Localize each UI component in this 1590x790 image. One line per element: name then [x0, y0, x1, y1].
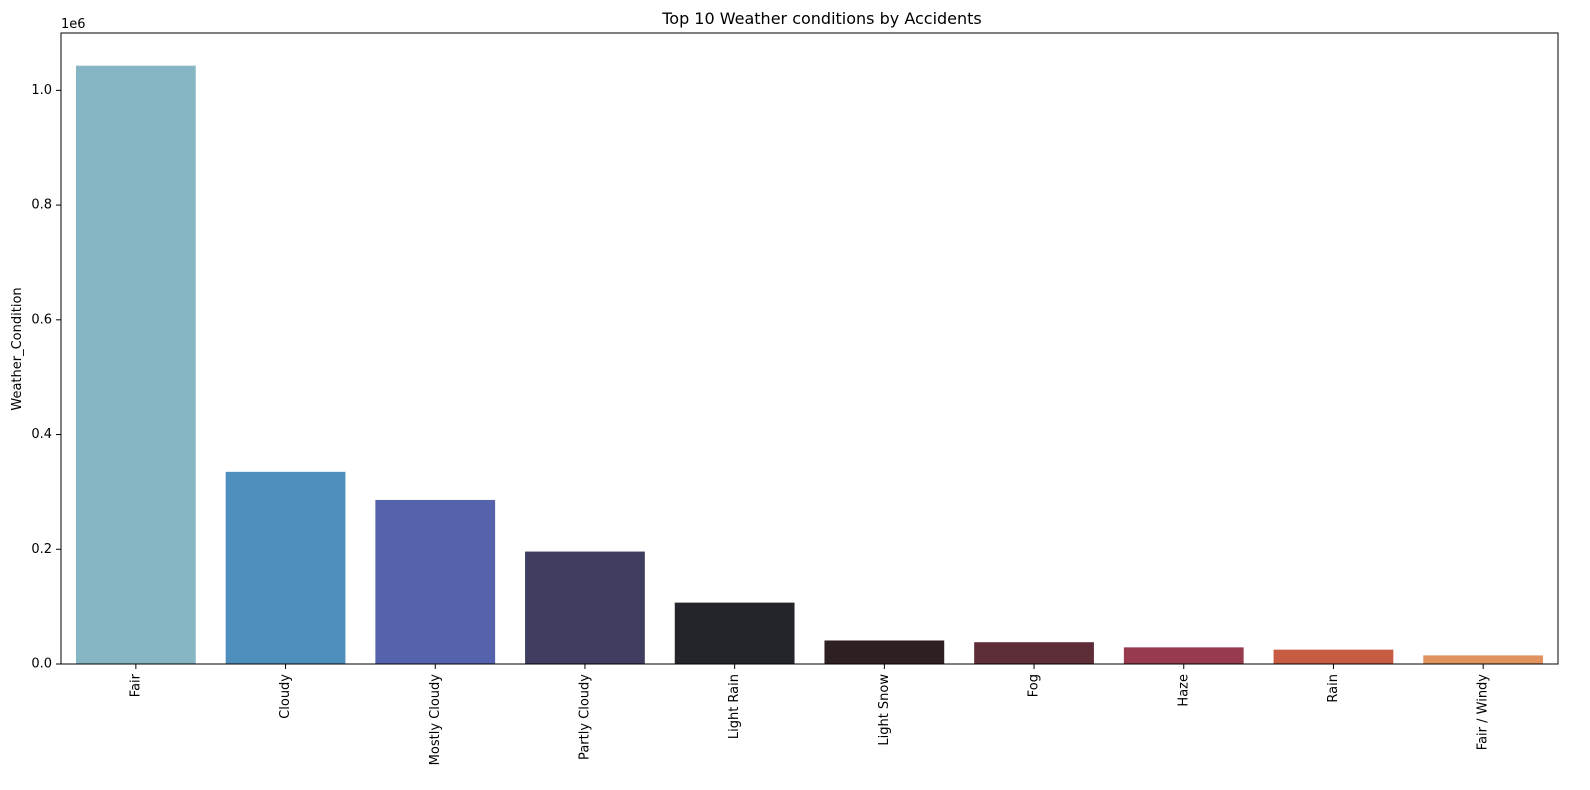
x-tick-label: Rain [1326, 674, 1341, 703]
bar-light-rain [674, 602, 795, 664]
y-tick-label: 0.4 [31, 427, 52, 442]
x-tick-label: Fog [1027, 674, 1042, 697]
x-tick-label: Fair [128, 673, 143, 697]
bar-partly-cloudy [525, 551, 645, 664]
bar-rain [1273, 649, 1394, 664]
x-axis-ticks: Fair Cloudy Mostly Cloudy Partly Cloudy Ligh… [128, 664, 1491, 766]
x-tick-label: Light Rain [727, 674, 742, 739]
x-tick-label: Haze [1176, 674, 1191, 707]
plot-frame [60, 32, 1559, 665]
y-axis-offset-label: 1e6 [61, 17, 86, 32]
y-tick-label: 0.0 [31, 657, 52, 672]
bar-fog [974, 642, 1094, 664]
y-tick-label: 0.8 [31, 198, 52, 213]
bar-cloudy [225, 471, 346, 664]
x-tick-label: Partly Cloudy [577, 674, 592, 760]
bar-mostly-cloudy [375, 499, 496, 664]
y-tick-label: 0.2 [31, 542, 52, 557]
y-axis-label: Weather_Condition [10, 287, 25, 410]
y-tick-label: 1.0 [31, 83, 52, 98]
bars-group [75, 65, 1544, 665]
chart-title: Top 10 Weather conditions by Accidents [661, 9, 982, 28]
bar-fair-windy [1423, 655, 1544, 664]
bar-light-snow [824, 640, 945, 664]
y-axis-ticks: 0.0 0.2 0.4 0.6 0.8 1.0 [31, 83, 61, 672]
x-tick-label: Fair / Windy [1476, 674, 1491, 751]
x-tick-label: Cloudy [278, 674, 293, 719]
x-tick-label: Light Snow [877, 674, 892, 746]
y-tick-label: 0.6 [31, 312, 52, 327]
x-tick-label: Mostly Cloudy [428, 674, 443, 766]
bar-fair [75, 65, 196, 665]
bar-haze [1123, 647, 1244, 664]
